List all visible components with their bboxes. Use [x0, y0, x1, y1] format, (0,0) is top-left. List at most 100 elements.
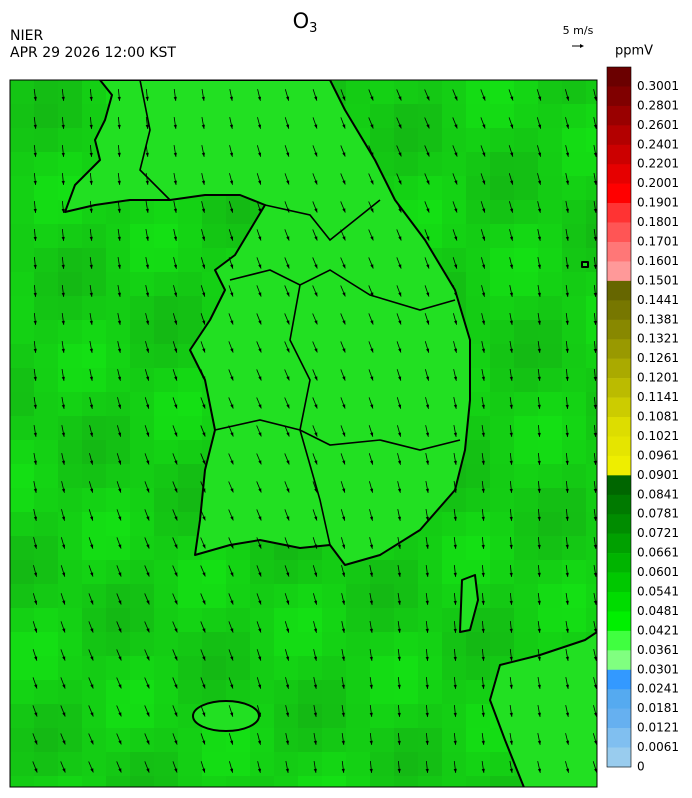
field-cell [82, 752, 106, 776]
wind-arrow-head [174, 712, 178, 717]
wind-arrow-head [229, 124, 233, 129]
wind-arrow-head [314, 348, 318, 353]
wind-arrow-head [257, 768, 262, 773]
wind-arrow-head [314, 488, 318, 493]
field-cell [538, 464, 562, 488]
field-cell [154, 440, 178, 464]
field-cell [130, 248, 154, 272]
field-cell [418, 632, 442, 656]
field-cell [490, 608, 514, 632]
field-cell [34, 224, 58, 248]
colorbar-frame [606, 66, 632, 768]
wind-arrow-head [202, 628, 206, 633]
field-cell [442, 704, 466, 728]
wind-arrow-head [341, 712, 345, 717]
field-cell [466, 272, 490, 296]
wind-arrow-head [398, 376, 402, 381]
field-cell [562, 440, 586, 464]
wind-arrow-head [342, 96, 346, 101]
field-cell [82, 728, 106, 752]
colorbar-label: 0.2401 [637, 137, 679, 151]
wind-arrow-head [537, 488, 541, 493]
wind-arrow-head [313, 768, 317, 773]
border [139, 80, 171, 201]
wind-arrow-head [593, 628, 597, 633]
wind-arrow-head [202, 320, 206, 325]
colorbar-box [607, 514, 631, 534]
wind-arrow-head [118, 656, 122, 661]
field-cell [514, 248, 538, 272]
wind-arrow-head [342, 292, 346, 297]
field-cell [10, 728, 34, 752]
wind-arrow-head [230, 740, 234, 745]
wind-arrow-head [174, 404, 178, 409]
wind-arrow-head [230, 236, 234, 241]
field-cell [514, 512, 538, 536]
wind-arrow-head [286, 208, 290, 213]
wind-arrow-head [509, 516, 513, 521]
field-cell [202, 752, 226, 776]
field-cell [154, 584, 178, 608]
agency: NIER [10, 28, 43, 44]
wind-arrow-head [342, 432, 346, 437]
field-cell [418, 128, 442, 152]
field-cell [82, 680, 106, 704]
wind-arrow-head [593, 264, 597, 269]
field-cell [466, 680, 490, 704]
wind-arrow-head [565, 348, 569, 353]
field-cell [226, 560, 250, 584]
wind-arrow-head [426, 348, 430, 353]
wind-arrow-head [342, 460, 346, 465]
field-cell [490, 440, 514, 464]
wind-arrow-head [61, 320, 65, 325]
wind-arrow-head [202, 684, 206, 689]
field-cell [514, 296, 538, 320]
wind-arrow-head [34, 712, 38, 717]
wind-arrow-head [61, 488, 66, 493]
wind-arrow-head [397, 684, 401, 689]
wind-arrow-head [342, 180, 346, 185]
wind-arrow-head [509, 320, 513, 325]
wind-arrow-head [286, 124, 290, 129]
wind-arrow-head [62, 544, 66, 549]
field-cell [490, 584, 514, 608]
field-cell [34, 536, 58, 560]
wind-arrow-head [453, 712, 457, 717]
field-cell [346, 752, 370, 776]
field-cell [514, 536, 538, 560]
field-cell [10, 80, 34, 104]
wind-arrow-head [146, 460, 150, 465]
wind-arrow-head [202, 460, 206, 465]
wind-arrow-head [341, 544, 346, 549]
field-cell [34, 152, 58, 176]
wind-arrow-head [482, 236, 486, 241]
field-cell [154, 488, 178, 512]
wind-arrow-head [565, 768, 570, 773]
wind-arrow-head [425, 432, 430, 437]
wind-arrow-head [33, 208, 37, 213]
field-cell [106, 320, 130, 344]
field-cell [34, 608, 58, 632]
field-cell [562, 176, 586, 200]
wind-arrow-head [509, 656, 513, 661]
wind-arrow-head [453, 376, 458, 381]
field-cell [82, 488, 106, 512]
wind-arrow-head [286, 544, 290, 549]
field-cell [322, 680, 346, 704]
wind-arrow-head [397, 628, 401, 633]
wind-arrow-head [146, 628, 150, 633]
wind-arrow-head [146, 684, 150, 689]
colorbar-label: 0.0781 [637, 507, 679, 521]
wind-arrow-head [201, 124, 205, 129]
wind-arrow-head [90, 712, 94, 717]
field-cell [34, 584, 58, 608]
wind-arrow-head [118, 684, 122, 689]
wind-arrow-head [509, 292, 513, 297]
field-cell [10, 392, 34, 416]
field-cell [490, 464, 514, 488]
colorbar-box [607, 300, 631, 321]
wind-arrow-head [145, 348, 150, 353]
wind-arrow-head [425, 488, 429, 493]
colorbar-label: 0.2201 [637, 157, 679, 171]
wind-arrow-head [258, 572, 262, 577]
